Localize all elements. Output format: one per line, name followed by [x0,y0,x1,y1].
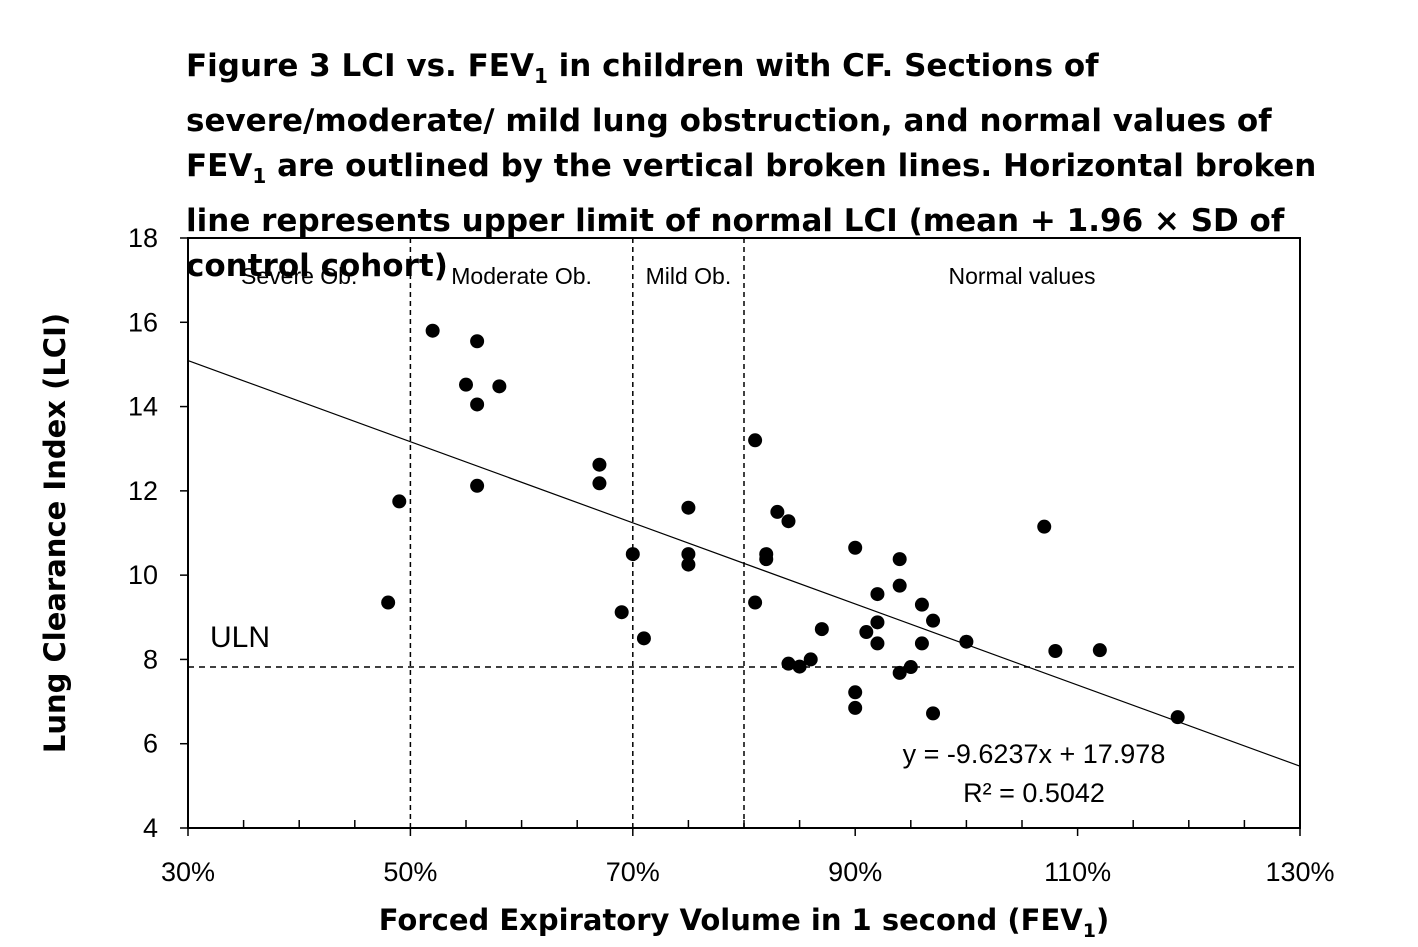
data-point [892,552,907,567]
data-point [848,685,863,700]
data-point [681,500,696,515]
x-tick-label: 30% [161,857,215,887]
data-point [681,557,696,572]
data-point [959,634,974,649]
data-point [870,587,885,602]
data-point [770,504,785,519]
trendline [187,360,1301,767]
y-tick-label: 4 [143,813,158,843]
x-tick-label: 50% [383,857,437,887]
data-point [470,334,485,349]
y-tick-label: 8 [143,644,158,674]
x-tick-label: 70% [606,857,660,887]
data-point [459,377,473,392]
data-point [492,379,507,394]
data-point [1037,519,1052,534]
data-point [470,397,485,412]
data-point [848,700,863,715]
y-tick-label: 16 [128,307,158,337]
data-point [892,665,907,680]
y-tick-label: 14 [128,392,158,422]
data-point [625,547,640,562]
data-point [592,457,607,472]
trendline-equation: y = -9.6237x + 17.978 [903,739,1166,769]
y-tick-label: 18 [128,223,158,253]
data-point [681,547,696,562]
data-point [848,540,863,555]
data-point [914,636,929,651]
data-point [926,613,941,628]
region-label: Normal values [949,263,1096,289]
data-point [870,636,885,651]
region-label: Severe Ob. [241,263,357,289]
region-label: Moderate Ob. [451,263,592,289]
x-axis-label: Forced Expiratory Volume in 1 second (FE… [378,903,1110,942]
data-point [914,597,929,612]
data-point [392,494,407,509]
data-point [903,660,918,675]
x-tick-label: 130% [1265,857,1334,887]
y-tick-label: 12 [128,476,158,506]
x-tick-label: 90% [828,857,882,887]
data-point [1170,710,1185,725]
data-point [470,478,485,493]
data-point [870,615,885,630]
data-point [592,476,607,491]
data-point [748,595,763,610]
uln-label: ULN [210,621,270,654]
data-point [614,605,629,620]
data-point [759,552,774,567]
data-point [792,659,807,674]
data-point [803,652,818,667]
data-point [781,656,796,671]
data-point [781,514,796,529]
y-axis-label: Lung Clearance Index (LCI) [38,312,72,754]
y-tick-label: 6 [143,729,158,759]
region-label: Mild Ob. [646,263,732,289]
data-point [926,706,941,721]
data-point [748,433,763,448]
data-point [1048,644,1063,658]
data-point [892,578,907,593]
y-tick-label: 10 [128,560,158,590]
data-point [814,622,829,637]
data-point [1092,643,1107,658]
data-point [859,625,874,640]
x-tick-label: 110% [1044,857,1111,887]
data-point [381,595,396,610]
chart-title: Figure 3 LCI vs. FEV1 in children with C… [186,48,1328,285]
data-point [425,323,440,338]
r-squared-label: R² = 0.5042 [963,778,1105,808]
data-point [636,631,651,646]
